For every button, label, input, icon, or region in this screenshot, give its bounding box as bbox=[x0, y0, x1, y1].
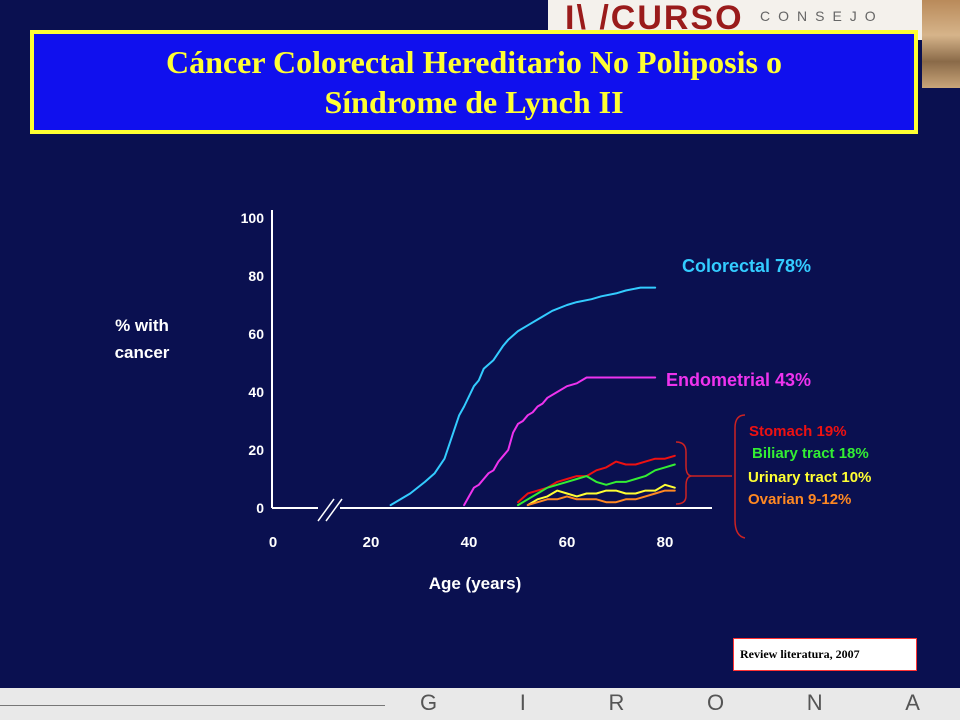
y-tick-label: 80 bbox=[248, 268, 264, 284]
y-tick-label: 20 bbox=[248, 442, 264, 458]
footer-letter: A bbox=[905, 690, 920, 715]
x-tick-label: 0 bbox=[269, 534, 277, 551]
series-label-urinary: Urinary tract 10% bbox=[748, 469, 872, 486]
series-line-ovarian bbox=[526, 489, 676, 507]
series-line-urinary bbox=[526, 483, 676, 507]
series-label-biliary: Biliary tract 18% bbox=[752, 445, 869, 462]
x-tick-label: 60 bbox=[559, 534, 576, 551]
city-photo bbox=[922, 0, 960, 88]
footer-letter: R bbox=[608, 690, 625, 715]
chart-series-lines bbox=[389, 286, 676, 507]
slide-title-line-1: Cáncer Colorectal Hereditario No Polipos… bbox=[166, 44, 782, 80]
chart-ticks: 0 20 40 60 80 100 0 20 40 60 80 bbox=[241, 210, 674, 551]
small-series-bracket bbox=[675, 441, 693, 505]
series-label-endometrial: Endometrial 43% bbox=[666, 370, 812, 390]
reference-box: Review literatura, 2007 bbox=[733, 638, 917, 671]
y-tick-label: 60 bbox=[248, 326, 264, 342]
footer-letter: N bbox=[806, 690, 823, 715]
footer-letter: G bbox=[420, 690, 438, 715]
y-tick-label: 0 bbox=[256, 500, 264, 516]
y-tick-label: 40 bbox=[248, 384, 264, 400]
slide-title-box: Cáncer Colorectal Hereditario No Polipos… bbox=[30, 30, 918, 134]
x-axis-label: Age (years) bbox=[428, 574, 522, 593]
slide-title-line-2: Síndrome de Lynch II bbox=[324, 84, 624, 120]
chart-axes bbox=[271, 210, 712, 522]
series-line-endometrial bbox=[463, 376, 657, 507]
series-label-stomach: Stomach 19% bbox=[749, 423, 847, 440]
series-label-colorectal: Colorectal 78% bbox=[682, 256, 812, 276]
axis-break-mark bbox=[325, 498, 343, 522]
series-line-colorectal bbox=[389, 286, 657, 507]
axis-break-mark bbox=[317, 498, 335, 522]
series-line-biliary bbox=[517, 463, 676, 507]
footer-rule bbox=[0, 705, 385, 706]
y-axis-label: % with cancer bbox=[114, 316, 170, 362]
x-tick-label: 40 bbox=[461, 534, 478, 551]
banner-consejo-text: CONSEJO bbox=[760, 8, 884, 24]
x-tick-label: 20 bbox=[363, 534, 380, 551]
footer-strip bbox=[0, 688, 960, 720]
footer-letter: I bbox=[519, 690, 526, 715]
y-tick-label: 100 bbox=[241, 210, 265, 226]
footer-letter: O bbox=[707, 690, 725, 715]
axis-break-gap bbox=[318, 500, 340, 516]
series-label-ovarian: Ovarian 9-12% bbox=[748, 491, 852, 508]
label-bracket bbox=[734, 414, 746, 539]
series-bracket bbox=[675, 414, 746, 539]
x-tick-label: 80 bbox=[657, 534, 674, 551]
